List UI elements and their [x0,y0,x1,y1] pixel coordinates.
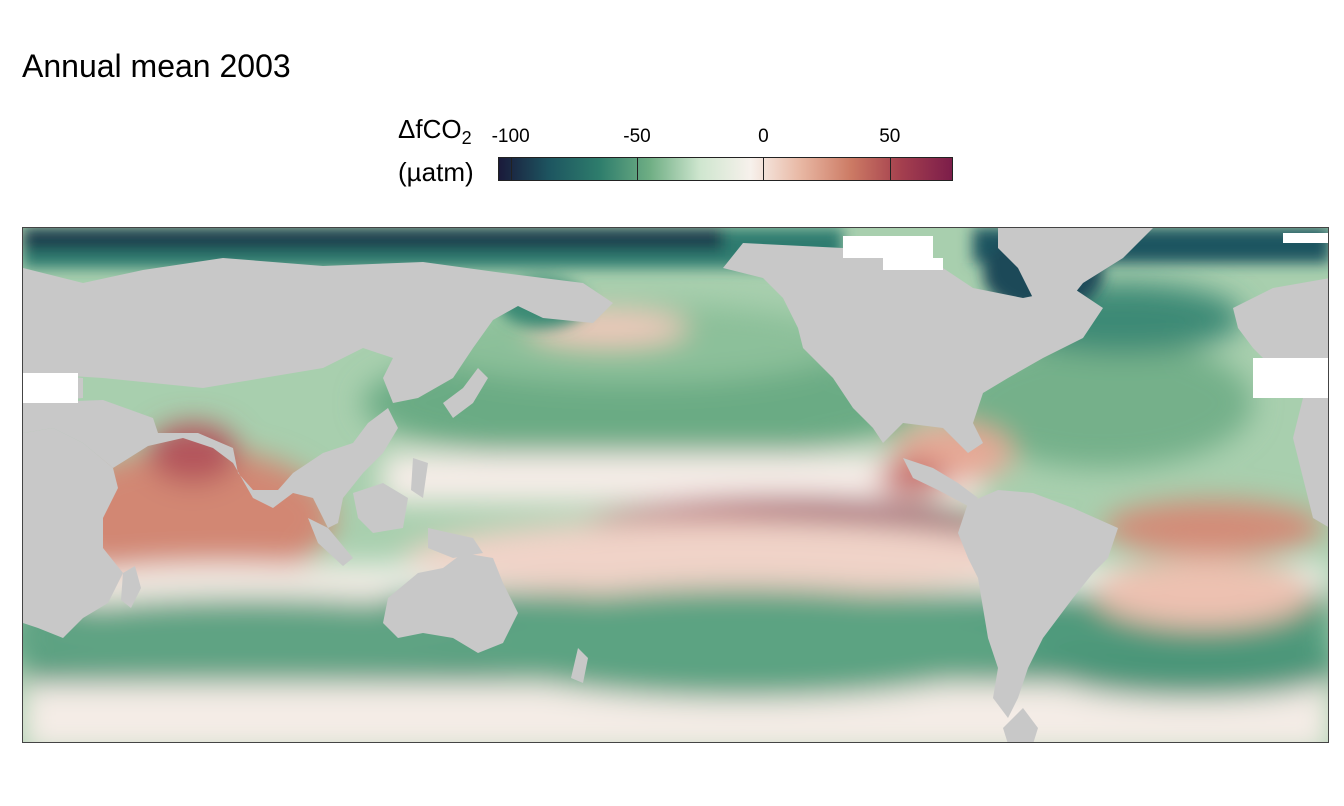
land-philippines [411,458,428,498]
land-antarctica-peninsula [1003,708,1038,742]
land-australia [383,553,518,653]
south-atlantic-pink [1093,558,1313,628]
ice-patch-1 [23,373,78,403]
arctic-dark [23,228,723,250]
land-middle-east-asia [23,400,398,528]
land-madagascar [121,566,141,608]
north-atlantic-green [953,338,1253,468]
ice-patch-2 [843,236,933,258]
ice-patch-5 [1283,233,1328,243]
land-eurasia-north [23,258,613,403]
legend-variable: ΔfCO [398,114,462,144]
ice-patch-3 [883,258,943,270]
map-canvas [23,228,1328,742]
legend-subscript: 2 [461,128,472,148]
land-central-america [903,458,978,506]
tropical-pacific-pink [403,518,1043,598]
colorbar-tick-label: 0 [758,126,769,147]
colorbar-tick-mark [637,157,639,181]
plot-title: Annual mean 2003 [22,48,291,84]
map-panel [22,227,1329,743]
land-new-zealand [571,648,588,683]
land-greenland [998,228,1153,308]
equatorial-atlantic-red [1103,500,1323,556]
legend-unit: (µatm) [398,157,474,187]
colorbar [498,157,953,181]
south-atlantic-green [1043,638,1328,698]
colorbar-tick-mark [510,157,512,181]
land-africa [23,428,123,638]
ice-patch-4 [1253,358,1328,398]
land-south-america [958,490,1118,718]
legend-title: ΔfCO2 (µatm) [398,112,474,189]
land-japan [443,368,488,418]
indian-ocean-red [53,448,333,588]
land-borneo [353,483,408,533]
ice-layer [23,233,1328,403]
colorbar-tick-label: 50 [879,126,901,147]
land-new-guinea [428,528,483,558]
colorbar-tick-label: -100 [491,126,530,147]
land-layer [23,228,1328,742]
south-pacific-green [453,588,1033,698]
colorbar-tick-mark [763,157,765,181]
land-north-america [723,243,1103,453]
colorbar-tick-label: -50 [623,126,651,147]
land-africa-east [1293,393,1328,527]
land-sumatra [308,518,353,566]
colorbar-tick-mark [889,157,891,181]
